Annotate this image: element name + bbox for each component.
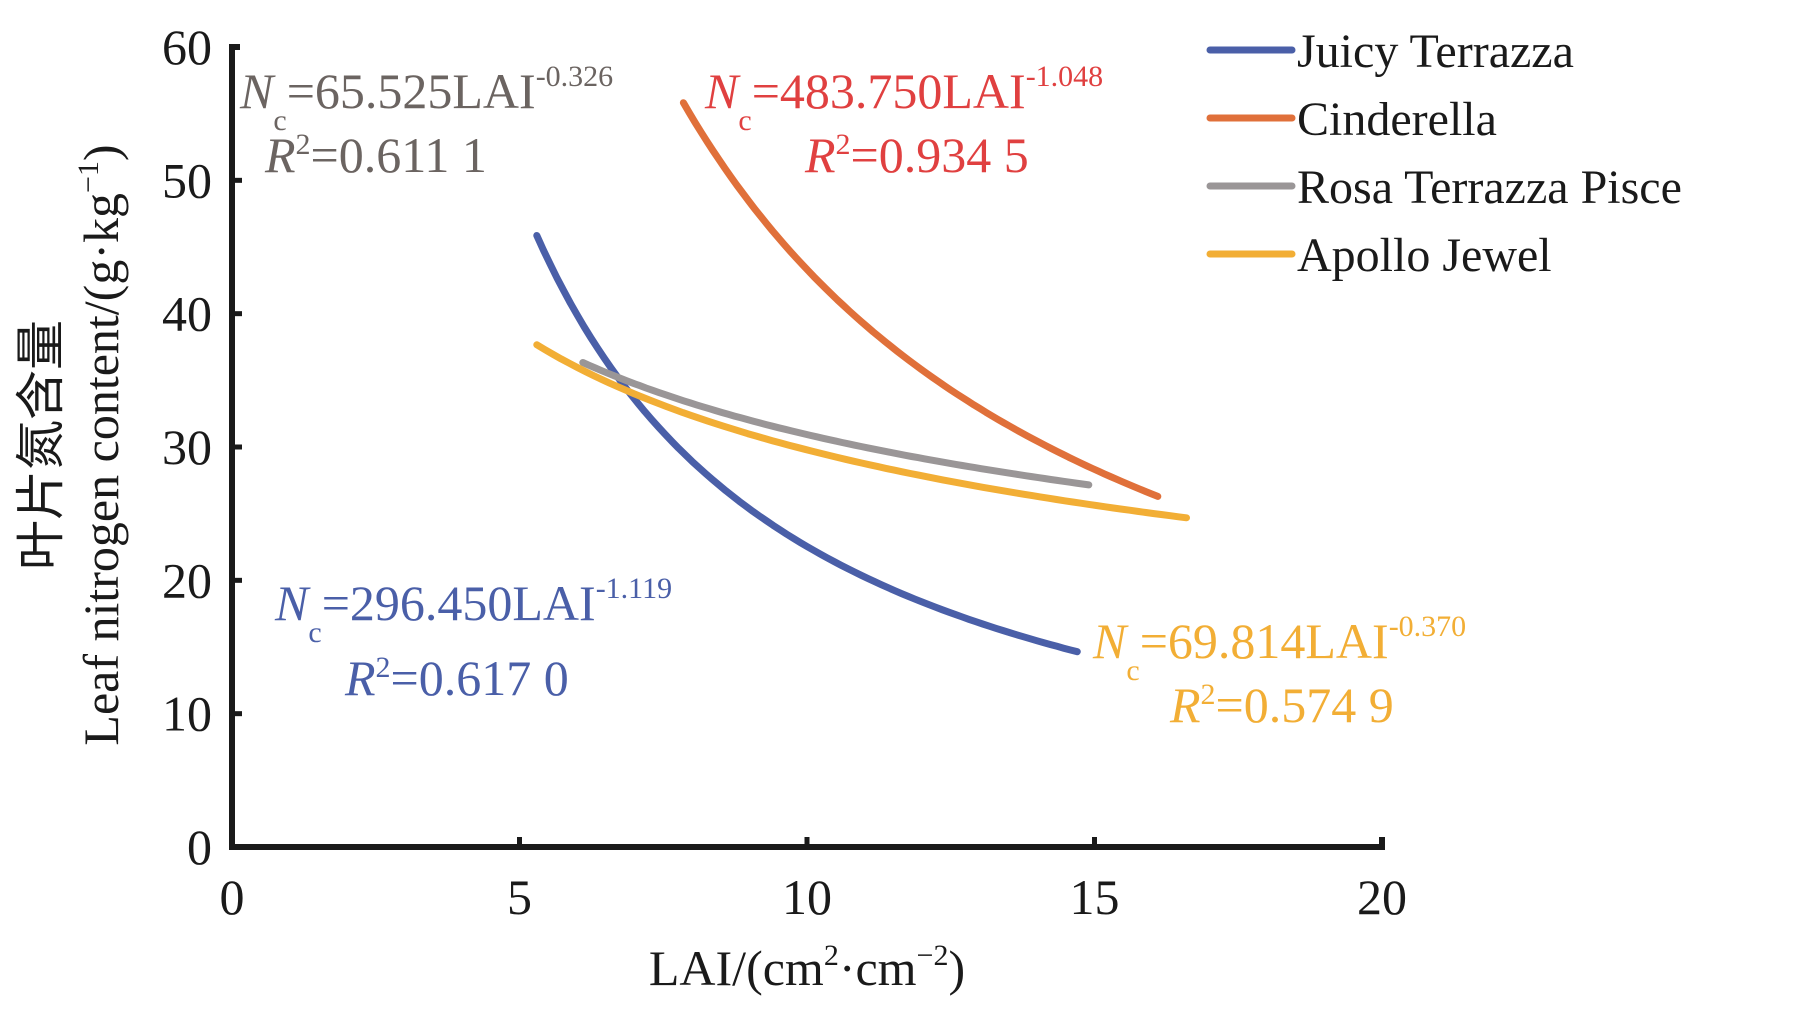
- axis-titles: LAI/(cm2·cm−2)叶片氮含量 Leaf nitrogen content…: [13, 144, 965, 996]
- legend-label: Cinderella: [1297, 93, 1497, 146]
- axes: 0 10 20 30 40 50 60 0 5 10 15 20: [162, 19, 1407, 925]
- superscript-2: 2: [836, 128, 851, 161]
- x-tick-label: 10: [782, 869, 832, 925]
- x-title-sup: 2: [824, 939, 839, 972]
- legend: Juicy Terrazza Cinderella Rosa Terrazza Pi…: [1206, 25, 1682, 282]
- r2-value: =0.574 9: [1216, 677, 1394, 733]
- y-tick-label: 50: [162, 152, 212, 208]
- equation-r2: R2=0.574 9: [1169, 677, 1394, 733]
- x-title-end: ): [948, 940, 965, 996]
- symbol-r: R: [264, 127, 296, 183]
- subscript-c: c: [273, 104, 286, 137]
- axis-lines: [229, 44, 1385, 850]
- symbol-r: R: [804, 127, 836, 183]
- legend-item: Cinderella: [1206, 93, 1497, 146]
- superscript-2: 2: [1201, 678, 1216, 711]
- legend-label: Juicy Terrazza: [1297, 25, 1574, 78]
- curve-cinderella: [679, 99, 1162, 500]
- y-tick-label: 30: [162, 419, 212, 475]
- r2-value: =0.934 5: [851, 127, 1029, 183]
- x-title-mid: ·cm: [839, 940, 917, 996]
- curve-rosa-terrazza-pisce: [579, 359, 1093, 489]
- symbol-r: R: [344, 650, 376, 706]
- symbol-n: N: [704, 63, 741, 119]
- y-tick-label: 60: [162, 19, 212, 75]
- legend-item: Juicy Terrazza: [1206, 25, 1574, 78]
- legend-item: Apollo Jewel: [1206, 229, 1552, 282]
- r2-value: =0.611 1: [311, 127, 487, 183]
- y-axis-title-en: Leaf nitrogen content/(g·kg−1): [72, 144, 129, 745]
- equation-exponent: -1.048: [1026, 60, 1104, 93]
- symbol-n: N: [274, 575, 311, 631]
- equation-formula: Nc=483.750LAI-1.048: [704, 60, 1103, 137]
- y-tick-label: 40: [162, 286, 212, 342]
- equation-exponent: -1.119: [596, 572, 672, 605]
- superscript-2: 2: [296, 128, 311, 161]
- y-tick-label: 0: [187, 819, 212, 875]
- x-tick-label: 20: [1357, 869, 1407, 925]
- equation-coefficient: =483.750LAI: [752, 63, 1026, 119]
- equation-coefficient: =296.450LAI: [322, 575, 596, 631]
- equation-r2: R2=0.934 5: [804, 127, 1029, 183]
- subscript-c: c: [308, 616, 321, 649]
- y-tick-label: 10: [162, 686, 212, 742]
- symbol-n: N: [1092, 613, 1129, 669]
- symbol-n: N: [239, 63, 276, 119]
- equation-exponent: -0.370: [1389, 610, 1467, 643]
- y-title-end: ): [73, 144, 129, 161]
- r2-value: =0.617 0: [391, 650, 569, 706]
- symbol-r: R: [1169, 677, 1201, 733]
- y-tick-label: 20: [162, 552, 212, 608]
- x-tick-label: 15: [1070, 869, 1120, 925]
- equation-formula: Nc=296.450LAI-1.119: [274, 572, 672, 649]
- legend-label: Rosa Terrazza Pisce: [1297, 161, 1682, 214]
- x-title-base: LAI/(cm: [649, 940, 824, 996]
- equation-r2: R2=0.617 0: [344, 650, 569, 706]
- y-title-sup: −1: [72, 161, 105, 193]
- x-tick-label: 5: [507, 869, 532, 925]
- legend-item: Rosa Terrazza Pisce: [1206, 161, 1682, 214]
- x-tick-label: 0: [220, 869, 245, 925]
- subscript-c: c: [1126, 654, 1139, 687]
- subscript-c: c: [738, 104, 751, 137]
- equation-exponent: -0.326: [536, 60, 614, 93]
- equation-r2: R2=0.611 1: [264, 127, 487, 183]
- y-title-base: Leaf nitrogen content/(g·kg: [73, 193, 129, 746]
- legend-label: Apollo Jewel: [1297, 229, 1552, 282]
- x-axis-title: LAI/(cm2·cm−2): [649, 939, 965, 996]
- curve-apollo-jewel: [533, 341, 1190, 522]
- y-axis-title-cn: 叶片氮含量: [13, 320, 69, 570]
- x-title-sup: −2: [917, 939, 949, 972]
- equation-coefficient: =65.525LAI: [287, 63, 536, 119]
- curves: [533, 99, 1190, 656]
- equation-formula: Nc=69.814LAI-0.370: [1092, 610, 1466, 687]
- equation-coefficient: =69.814LAI: [1140, 613, 1389, 669]
- equation-formula: Nc=65.525LAI-0.326: [239, 60, 613, 137]
- superscript-2: 2: [376, 651, 391, 684]
